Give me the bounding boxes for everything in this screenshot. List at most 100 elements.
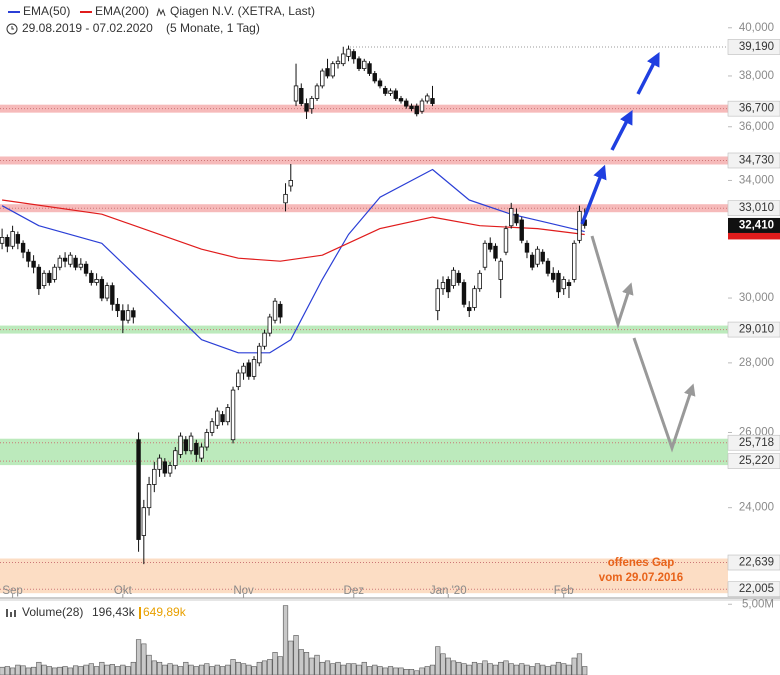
candle-body: [125, 310, 131, 321]
volume-bar: [330, 663, 336, 675]
volume-label: Volume(28): [22, 605, 83, 619]
candle-body: [278, 303, 283, 318]
candle-body: [57, 257, 63, 268]
header: EMA(50) EMA(200) Qiagen N.V. (XETRA, Las…: [6, 4, 315, 35]
candle-body: [199, 446, 204, 459]
candle-body: [73, 257, 78, 268]
candle-body: [314, 85, 320, 99]
volume-bar: [351, 663, 357, 675]
x-tick-label: Sep: [2, 585, 22, 597]
candle-body: [435, 288, 440, 312]
volume-bar: [214, 664, 220, 675]
annotation: vom 29.07.2016: [599, 572, 683, 584]
candle-body: [362, 60, 367, 69]
candle-body: [425, 95, 430, 102]
candle-body: [141, 507, 147, 536]
volume-icon: [10, 612, 12, 617]
volume-bar: [477, 663, 483, 675]
volume-bar: [419, 667, 425, 675]
x-tick-label: Dez: [344, 585, 365, 597]
volume-bar: [36, 661, 42, 675]
candle-body: [530, 254, 535, 268]
blue-arrow: [580, 164, 607, 225]
candle-body: [440, 282, 446, 290]
volume-bar: [424, 666, 430, 675]
candle-body: [367, 63, 372, 74]
volume-stat-swatch: [139, 607, 141, 619]
candle-body: [556, 272, 561, 293]
volume-bar: [345, 663, 352, 675]
volume-bar: [319, 661, 325, 675]
volume-bar: [387, 666, 394, 675]
candle-body: [293, 85, 299, 102]
volume-bar: [555, 661, 562, 675]
candle-body: [220, 414, 225, 423]
level-box: [727, 581, 780, 598]
volume-icon: [6, 609, 8, 617]
candle-body: [162, 461, 168, 474]
candle-body: [215, 410, 220, 426]
candle-body: [351, 51, 356, 60]
volume-bar: [324, 660, 331, 675]
candle-body: [498, 260, 503, 280]
candle-body: [377, 80, 383, 87]
chart-title: Qiagen N.V. (XETRA, Last): [170, 4, 315, 18]
volume-bar: [492, 664, 499, 675]
volume-bar: [156, 661, 163, 675]
volume-bar: [141, 643, 147, 675]
volume-bar: [167, 663, 173, 675]
level-label: 34,730: [739, 155, 774, 167]
candle-body: [388, 90, 393, 94]
candle-body: [540, 251, 545, 262]
candle-body: [146, 484, 152, 509]
candle-body: [10, 231, 15, 247]
candle-body: [110, 285, 115, 305]
volume-tick-label: 5,00M: [742, 598, 774, 610]
candle-body: [404, 100, 409, 107]
ema-line: [2, 199, 585, 262]
volume-bar: [361, 661, 367, 675]
candle-body: [488, 242, 493, 250]
candle-body: [78, 263, 84, 268]
candle-body: [152, 468, 157, 485]
candle-body: [47, 272, 52, 283]
volume-bar: [4, 666, 10, 675]
volume-bar: [62, 666, 68, 675]
candle-body: [41, 272, 47, 286]
candle-body: [157, 457, 162, 470]
volume-bar: [398, 667, 404, 675]
volume-icon: [14, 610, 16, 617]
volume-bar: [377, 666, 383, 675]
y-tick-label: 30,000: [739, 292, 774, 304]
candle-body: [257, 345, 262, 364]
volume-bar: [240, 663, 247, 675]
volume-bar: [335, 661, 341, 675]
volume-bar: [151, 660, 157, 675]
candle-body: [120, 310, 126, 321]
last-price-label: 32,410: [739, 219, 774, 231]
volume-bar: [177, 666, 184, 675]
volume-bar: [309, 657, 315, 675]
volume-bar: [529, 666, 535, 675]
blue-arrow: [636, 52, 660, 95]
annotation: offenes Gap: [608, 557, 674, 569]
candle-body: [299, 88, 304, 104]
volume-bar: [503, 660, 509, 675]
volume-bar: [198, 664, 205, 675]
volume-bar: [571, 657, 577, 675]
candle-body: [225, 407, 230, 423]
volume-bar: [282, 605, 289, 675]
candle-body: [94, 279, 99, 283]
candle-body: [115, 303, 120, 312]
candle-body: [451, 269, 456, 286]
date-range: 29.08.2019 - 07.02.2020: [22, 21, 153, 35]
volume-bar: [225, 664, 231, 675]
volume-bar: [482, 660, 488, 675]
candle-body: [535, 248, 540, 265]
volume-bar: [114, 666, 121, 675]
candle-body: [104, 285, 110, 299]
volume-bar: [120, 664, 126, 675]
volume-bar: [414, 670, 420, 675]
volume-bar: [83, 664, 89, 675]
volume-bar: [209, 666, 215, 675]
